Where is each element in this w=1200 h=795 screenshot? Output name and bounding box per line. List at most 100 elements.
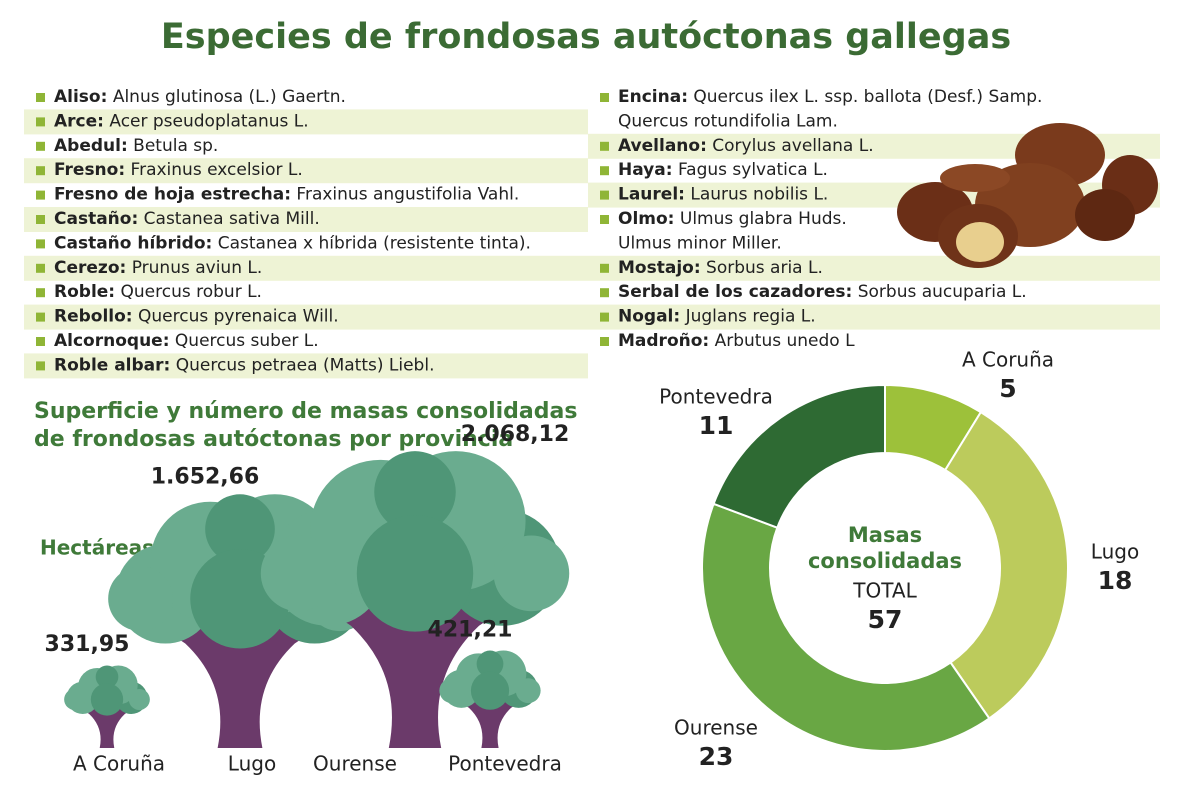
species-row: Olmo: Ulmus glabra Huds. [618, 209, 847, 229]
segment-value: 23 [699, 742, 734, 771]
common-name: Castaño: [54, 209, 138, 229]
scientific-name: Castanea sativa Mill. [144, 209, 320, 229]
bullet [36, 361, 45, 371]
common-name: Aliso: [54, 87, 107, 107]
chestnuts [897, 123, 1158, 268]
category-label: Pontevedra [448, 752, 562, 776]
segment-name: Lugo [1091, 540, 1139, 564]
common-name: Cerezo: [54, 258, 126, 278]
scientific-name: Juglans regia L. [685, 307, 816, 327]
bullet [600, 215, 609, 224]
scientific-name: Arbutus unedo L [715, 331, 855, 351]
species-row: Aliso: Alnus glutinosa (L.) Gaertn. [54, 87, 346, 107]
scientific-name: Corylus avellana L. [712, 136, 873, 156]
species-row: Arce: Acer pseudoplatanus L. [54, 111, 309, 131]
bullet [36, 215, 45, 224]
common-name: Castaño híbrido: [54, 233, 212, 253]
bullet [36, 239, 45, 249]
canopy [95, 665, 119, 689]
bullet [600, 93, 609, 102]
common-name: Serbal de los cazadores: [618, 282, 852, 302]
bullet [600, 312, 609, 322]
canopy [439, 678, 465, 704]
row-band [24, 304, 588, 330]
bullet [600, 190, 609, 200]
species-row: Fresno de hoja estrecha: Fraxinus angust… [54, 185, 519, 205]
segment-value: 18 [1098, 566, 1133, 595]
title: Especies de frondosas autóctonas gallega… [161, 17, 1011, 57]
canopy [90, 683, 124, 716]
scientific-name: Quercus petraea (Matts) Liebl. [176, 355, 435, 375]
species-row: Abedul: Betula sp. [54, 136, 218, 156]
species-row: Haya: Fagus sylvatica L. [618, 160, 828, 180]
bullet [36, 288, 45, 298]
common-name: Roble: [54, 282, 115, 302]
bullet [600, 263, 609, 273]
bullet [36, 337, 45, 346]
scientific-name: Acer pseudoplatanus L. [109, 111, 308, 131]
scientific-name: Fraxinus excelsior L. [131, 160, 303, 180]
value-label: 331,95 [45, 632, 130, 657]
common-name: Rebollo: [54, 307, 133, 327]
trunk [457, 697, 523, 748]
row-band [24, 109, 588, 135]
scientific-name: Quercus pyrenaica Will. [138, 307, 339, 327]
scientific-name: Fraxinus angustifolia Vahl. [296, 185, 519, 205]
segment-value: 5 [999, 374, 1016, 403]
bullet [600, 141, 609, 151]
row-band [588, 304, 1160, 330]
donut-segment [943, 410, 1069, 720]
species-row: Mostajo: Sorbus aria L. [618, 258, 823, 278]
tree [439, 650, 541, 748]
tree [260, 451, 570, 748]
row-band [24, 207, 588, 232]
common-name: Olmo: [618, 209, 674, 229]
center-label: Masas [848, 523, 922, 547]
tree [64, 665, 150, 748]
species-row: Rebollo: Quercus pyrenaica Will. [54, 307, 339, 327]
total-value: 57 [868, 605, 903, 634]
scientific-name: Sorbus aria L. [706, 258, 823, 278]
canopy [476, 650, 504, 678]
category-label: Lugo [228, 752, 276, 776]
common-name: Mostajo: [618, 258, 701, 278]
canopy [260, 535, 337, 612]
value-label: 2.068,12 [461, 422, 570, 447]
bullet [600, 288, 609, 298]
trunk [155, 616, 325, 748]
segment-name: Ourense [674, 716, 758, 740]
common-name: Abedul: [54, 136, 128, 156]
bullet [36, 312, 45, 322]
donut-segment [701, 502, 991, 752]
common-name: Alcornoque: [54, 331, 170, 351]
canopy [493, 535, 570, 612]
canopy [205, 494, 275, 564]
species-row: Cerezo: Prunus aviun L. [54, 258, 262, 278]
bullet [36, 141, 45, 151]
segment-name: A Coruña [962, 348, 1054, 372]
donut-segment [712, 383, 886, 529]
species-row: Castaño: Castanea sativa Mill. [54, 209, 320, 229]
scientific-name: Quercus robur L. [121, 282, 262, 302]
scientific-name: Prunus aviun L. [132, 258, 263, 278]
common-name: Haya: [618, 160, 673, 180]
bullet [36, 166, 45, 176]
chart-title-line: Superficie y número de masas consolidada… [34, 399, 577, 452]
scientific-name: Fagus sylvatica L. [678, 160, 828, 180]
value-label: 1.652,66 [151, 464, 260, 489]
canopy [64, 688, 86, 710]
bullet [36, 93, 45, 102]
common-name: Avellano: [618, 136, 707, 156]
species-row: Fresno: Fraxinus excelsior L. [54, 160, 303, 180]
species-row: Laurel: Laurus nobilis L. [618, 185, 828, 205]
bullet [36, 190, 45, 200]
center-label: consolidadas [808, 549, 962, 573]
scientific-name: Ulmus minor Miller. [618, 233, 782, 253]
scientific-name: Sorbus aucuparia L. [858, 282, 1027, 302]
scientific-name: Quercus suber L. [175, 331, 319, 351]
common-name: Encina: [618, 87, 688, 107]
segment-value: 11 [699, 411, 734, 440]
trunk [79, 705, 135, 748]
scientific-name: Ulmus glabra Huds. [680, 209, 847, 229]
species-row: Roble: Quercus robur L. [54, 282, 262, 302]
